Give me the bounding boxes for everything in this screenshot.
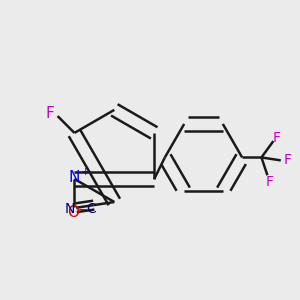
Text: C: C xyxy=(86,202,96,216)
Text: F: F xyxy=(273,130,281,145)
Text: F: F xyxy=(46,106,55,121)
Text: −: − xyxy=(78,204,88,217)
Text: N: N xyxy=(69,170,80,185)
Text: N: N xyxy=(65,202,75,216)
Text: +: + xyxy=(81,167,90,177)
Text: O: O xyxy=(67,205,79,220)
Text: F: F xyxy=(283,153,291,167)
Text: F: F xyxy=(266,175,274,189)
